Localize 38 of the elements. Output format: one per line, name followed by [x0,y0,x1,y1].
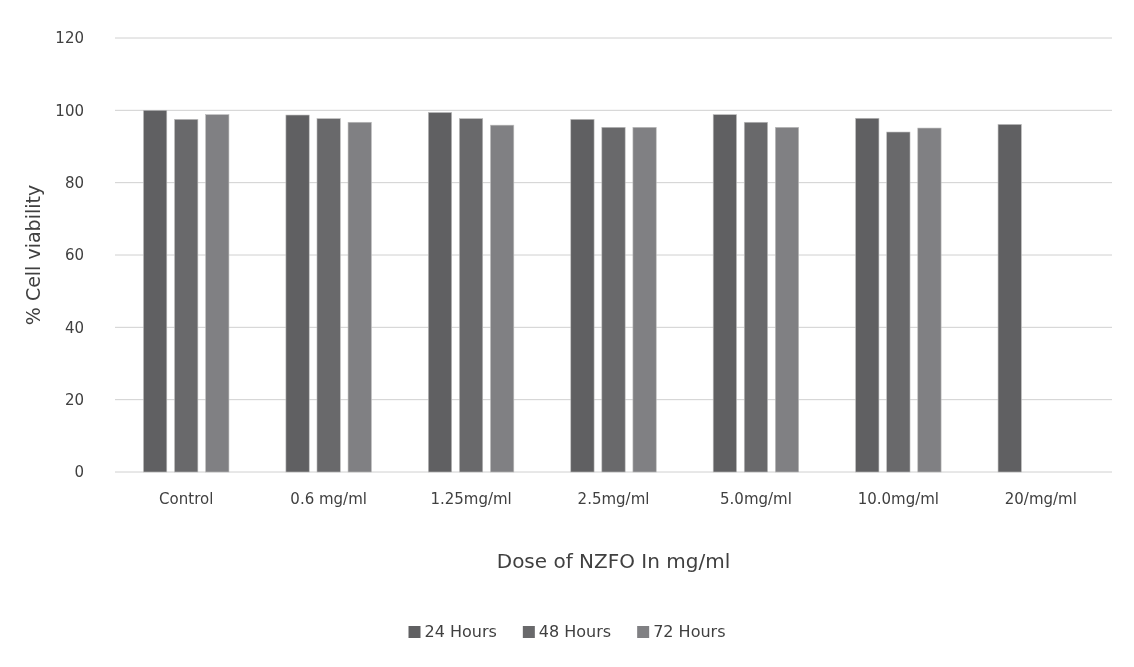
y-tick-label: 60 [64,246,84,265]
legend-label: 24 Hours [424,622,497,641]
x-axis-title: Dose of NZFO In mg/ml [496,549,731,573]
bar [205,114,230,473]
bar [917,127,942,473]
y-tick-label: 40 [64,318,84,337]
bar [570,119,595,473]
y-tick-label: 100 [55,101,84,120]
bar [712,114,737,473]
x-tick-label: 20/mg/ml [1004,490,1077,508]
bar [459,118,484,473]
bar [886,131,911,473]
bar [743,121,768,473]
x-tick-label: Control [159,490,214,508]
bar [347,121,372,473]
bar [855,117,880,473]
y-tick-label: 0 [74,463,84,482]
bar [490,124,515,473]
y-tick-label: 20 [64,390,84,409]
legend-label: 72 Hours [653,622,726,641]
x-tick-label: 1.25mg/ml [430,490,512,508]
y-tick-label: 120 [55,29,84,48]
bar [143,110,168,473]
y-axis-title: % Cell viability [22,184,44,326]
x-tick-label: 10.0mg/ml [857,490,940,508]
legend-label: 48 Hours [538,622,612,641]
x-tick-label: 5.0mg/ml [720,490,792,508]
bar [316,118,341,473]
bar [775,127,799,473]
bar [174,119,199,473]
y-tick-label: 80 [64,173,84,192]
bar [632,127,657,473]
x-tick-label: 0.6 mg/ml [290,490,367,508]
bar [997,124,1022,473]
bar [428,112,452,473]
x-tick-label: 2.5mg/ml [577,490,650,508]
bar [601,127,626,473]
bar [285,114,310,473]
